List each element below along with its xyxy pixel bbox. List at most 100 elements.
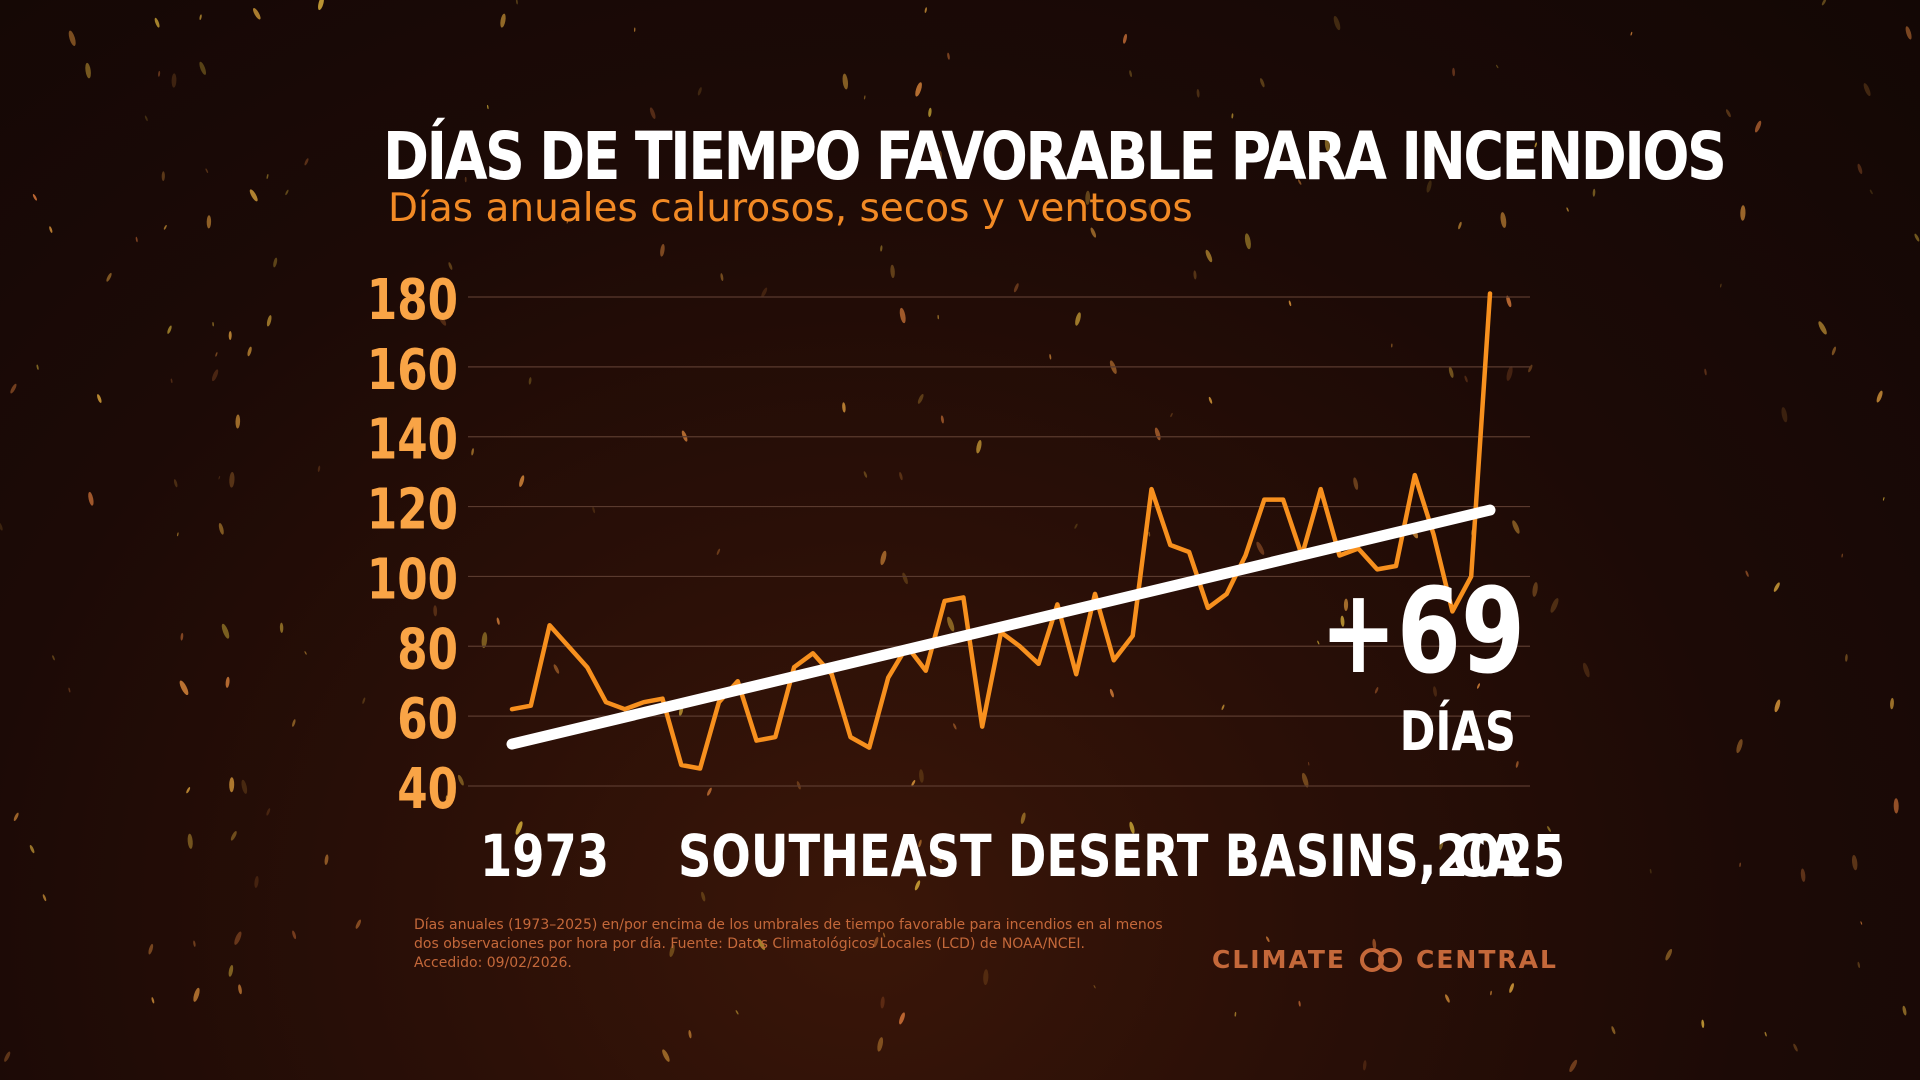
x-axis-label: SOUTHEAST DESERT BASINS, CA (678, 823, 1523, 890)
ember-particle (42, 894, 47, 902)
ember-particle (919, 769, 924, 783)
ember-particle (1483, 836, 1486, 843)
ember-particle (899, 1012, 905, 1025)
ember-particle (515, 0, 518, 5)
ember-particle (218, 475, 221, 480)
ember-particle (681, 430, 688, 442)
ember-particle (1704, 368, 1707, 376)
climate-central-logo: CLIMATE CENTRAL (1212, 945, 1558, 974)
ember-particle (247, 346, 252, 357)
ember-particle (735, 1010, 739, 1015)
ember-particle (873, 936, 879, 948)
ember-particle (940, 415, 944, 424)
ember-particle (1701, 1019, 1705, 1028)
ember-particle (1569, 1059, 1578, 1073)
ember-particle (799, 130, 804, 137)
ember-particle (890, 264, 895, 279)
ember-particle (1818, 321, 1827, 335)
ember-particle (1793, 1043, 1798, 1052)
ember-particle (205, 168, 209, 173)
ember-particle (318, 0, 324, 11)
ember-particle (1476, 683, 1481, 689)
y-tick-label: 40 (397, 756, 458, 822)
ember-particle (212, 322, 214, 327)
ember-particle (1800, 868, 1806, 882)
ember-particle (496, 617, 500, 625)
ember-particle (193, 940, 196, 947)
ember-particle (304, 651, 307, 655)
ember-particle (917, 393, 924, 404)
ember-particle (0, 521, 3, 531)
ember-particle (592, 506, 596, 514)
ember-particle (1506, 366, 1513, 381)
ember-particle (1112, 155, 1118, 165)
ember-particle (1821, 0, 1827, 6)
trend-line (506, 504, 1496, 750)
ember-particle (1509, 983, 1514, 993)
x-end-label: 2025 (1436, 823, 1565, 890)
ember-particle (1129, 821, 1135, 834)
ember-particle (915, 82, 922, 97)
ember-particle (1566, 207, 1569, 212)
ember-particle (1269, 848, 1276, 862)
ember-particle (1049, 354, 1052, 360)
ember-particle (1544, 138, 1548, 147)
ember-particle (433, 605, 438, 617)
ember-particle (1464, 375, 1468, 383)
ember-particle (1534, 142, 1537, 148)
ember-particle (1343, 598, 1349, 611)
ember-particle (158, 70, 161, 77)
ember-particle (936, 855, 942, 864)
ember-particle (1317, 640, 1320, 645)
ember-particle (1719, 283, 1722, 288)
ember-particle (171, 73, 177, 88)
footnote-line-1: Días anuales (1973–2025) en/por encima d… (414, 917, 1163, 933)
y-tick-label: 100 (367, 546, 458, 612)
ember-particle (1630, 31, 1633, 36)
ember-particle (1754, 120, 1762, 133)
ember-particle (1740, 205, 1746, 221)
ember-particle (1739, 862, 1741, 867)
ember-particle (911, 779, 916, 787)
ember-particle (221, 623, 230, 639)
ember-particle (355, 919, 362, 929)
ember-particle (761, 287, 768, 298)
ember-particle (1288, 300, 1292, 307)
ember-particle (1013, 283, 1019, 293)
annotation-value: +69 (1320, 563, 1525, 700)
ember-particle (167, 325, 172, 334)
ember-particle (1649, 868, 1652, 874)
ember-particle (796, 781, 801, 790)
ember-particle (230, 831, 237, 841)
ember-particle (1764, 1031, 1767, 1037)
ember-particle (880, 550, 887, 566)
ember-particle (1773, 582, 1780, 592)
ember-particle (1208, 396, 1213, 404)
ember-particle (161, 171, 165, 182)
ember-particle (36, 364, 39, 370)
logo-text-left: CLIMATE (1212, 945, 1346, 974)
y-tick-label: 120 (367, 476, 458, 542)
ember-particle (1205, 249, 1213, 263)
annotation-unit: DÍAS (1400, 698, 1516, 763)
ember-particle (1831, 346, 1837, 356)
ember-particle (135, 236, 138, 243)
ember-particle (1860, 921, 1863, 925)
ember-particle (1334, 837, 1340, 852)
ember-particle (953, 723, 957, 730)
ember-particle (1372, 938, 1377, 950)
ember-particle (211, 369, 219, 382)
ember-particle (10, 383, 17, 394)
ember-particle (279, 622, 284, 633)
ember-particle (1075, 312, 1081, 326)
ember-particle (1170, 412, 1173, 418)
ember-particle (660, 243, 665, 257)
ember-particle (1550, 598, 1559, 613)
ember-particle (85, 62, 91, 79)
footnote-line-2: dos observaciones por hora por día. Fuen… (414, 936, 1085, 952)
logo-text-right: CENTRAL (1416, 945, 1558, 974)
ember-particle (324, 854, 329, 866)
ember-particle (97, 394, 102, 403)
ember-particle (229, 777, 235, 793)
ember-particle (553, 664, 560, 674)
